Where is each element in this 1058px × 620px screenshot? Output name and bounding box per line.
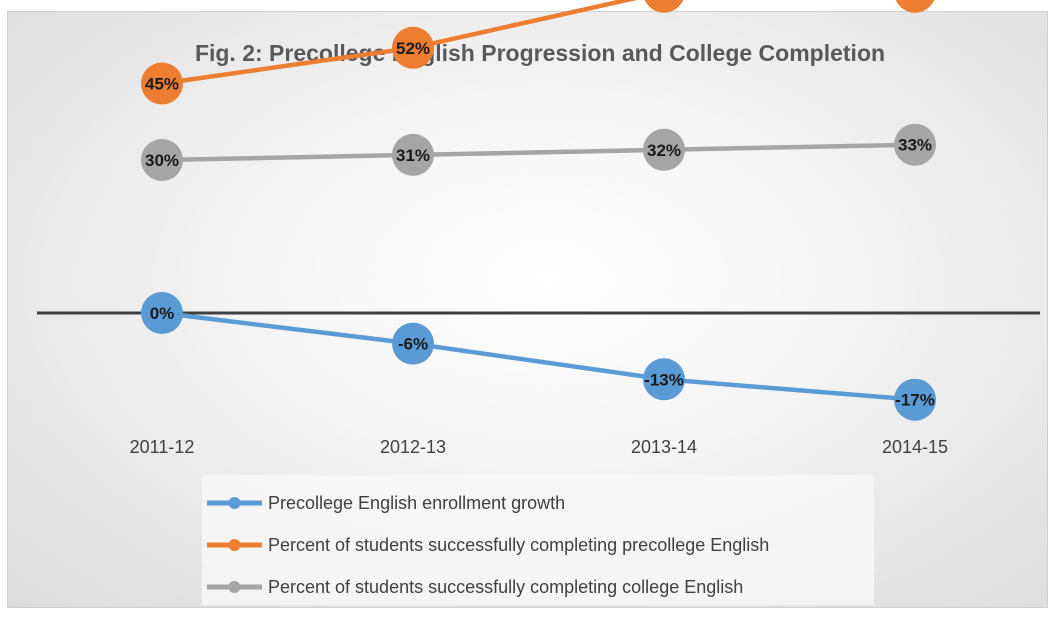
series-line: [161, 142, 916, 163]
data-label: 30%: [145, 151, 179, 170]
data-label: 52%: [396, 39, 430, 58]
data-label: 45%: [145, 75, 179, 94]
data-point: [644, 0, 684, 13]
data-label: -17%: [895, 391, 935, 410]
data-label: 31%: [396, 146, 430, 165]
data-label: 32%: [647, 141, 681, 160]
legend-swatch-marker: [228, 581, 241, 593]
legend-label: Percent of students successfully complet…: [268, 535, 769, 555]
legend-label: Precollege English enrollment growth: [268, 493, 565, 513]
legend-swatch-marker: [228, 539, 241, 551]
legend-label: Percent of students successfully complet…: [268, 577, 743, 597]
data-point: [141, 139, 183, 181]
data-point: [392, 322, 434, 365]
data-point: [894, 378, 936, 421]
x-tick-label: 2012-13: [380, 437, 446, 457]
plot-area: 2011-12 2012-13 2013-14 2014-15 30% 31% 32% 33%…: [37, 0, 1040, 457]
x-tick-label: 2014-15: [882, 437, 948, 457]
data-label: -6%: [398, 335, 428, 354]
data-point: [141, 292, 183, 334]
series-line: [161, 0, 638, 86]
data-label: 33%: [898, 136, 932, 155]
legend-swatch-marker: [228, 497, 241, 509]
data-point: [643, 358, 685, 401]
data-label: -13%: [644, 370, 684, 389]
data-label: 63%: [647, 0, 681, 2]
data-point: [643, 128, 685, 171]
data-label: 63%: [898, 0, 932, 2]
data-label: 0%: [150, 304, 175, 323]
data-point: [894, 123, 936, 166]
series-line: [161, 310, 916, 402]
x-tick-label: 2013-14: [631, 437, 697, 457]
data-point: [392, 133, 434, 176]
legend-box: [202, 475, 874, 605]
legend: Precollege English enrollment growth Perc…: [202, 475, 874, 605]
data-point: [895, 0, 935, 13]
data-point: [141, 62, 183, 105]
data-point: [392, 26, 434, 69]
x-tick-label: 2011-12: [130, 437, 195, 457]
